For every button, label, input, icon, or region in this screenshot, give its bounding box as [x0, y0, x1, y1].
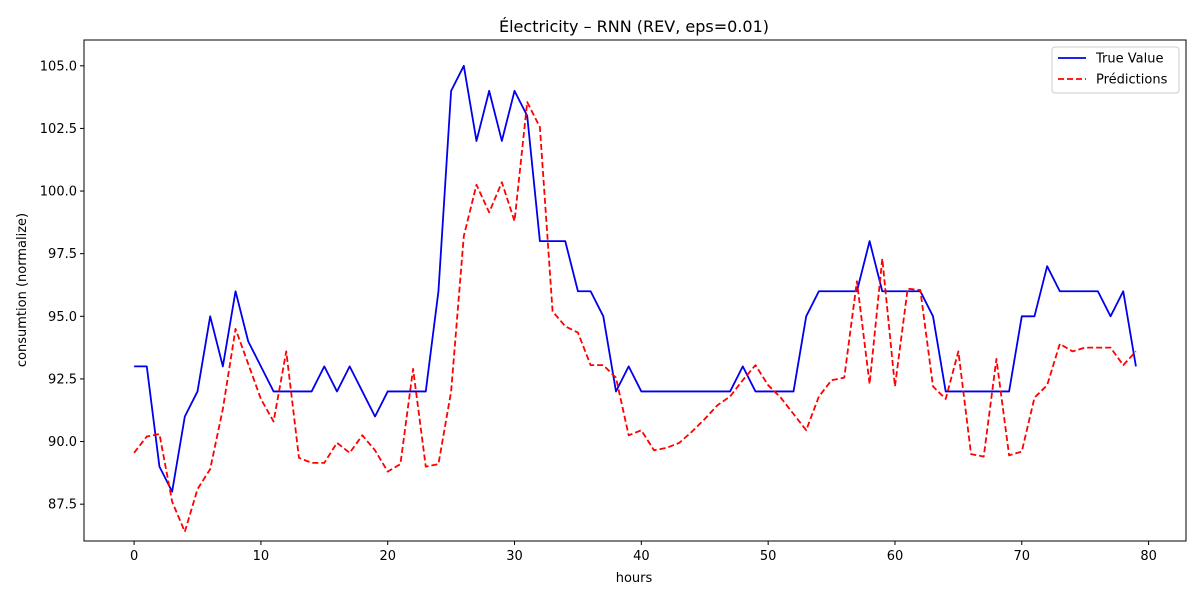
- y-tick-label: 105.0: [40, 59, 77, 74]
- y-tick-label: 100.0: [40, 185, 77, 200]
- x-tick-label: 70: [1014, 549, 1031, 564]
- y-tick-label: 97.5: [48, 247, 77, 262]
- x-tick-label: 80: [1140, 549, 1157, 564]
- y-tick-label: 90.0: [48, 435, 77, 450]
- y-axis-label: consumtion (normalize): [15, 213, 30, 367]
- x-axis-label: hours: [616, 571, 653, 586]
- x-tick-label: 50: [760, 549, 777, 564]
- x-tick-label: 40: [633, 549, 650, 564]
- plot-frame: [83, 39, 1187, 542]
- y-tick-label: 87.5: [48, 498, 77, 513]
- y-axis: 87.5 90.0 92.5 95.0 97.5 100.0 102.5 105.0: [40, 59, 84, 513]
- legend: True Value Prédictions: [1051, 46, 1180, 94]
- x-tick-label: 30: [506, 549, 523, 564]
- series-line-predictions: [133, 101, 1137, 533]
- series-line-true-value: [134, 64, 1137, 493]
- x-axis: 0 10 20 30 40 50 60 70 80: [130, 541, 1157, 564]
- y-tick-label: 102.5: [40, 122, 77, 137]
- x-tick-label: 60: [887, 549, 904, 564]
- y-tick-label: 95.0: [48, 310, 77, 325]
- chart-title: Électricity – RNN (REV, eps=0.01): [499, 17, 769, 36]
- legend-label: True Value: [1095, 52, 1163, 67]
- y-tick-label: 92.5: [48, 372, 77, 387]
- x-tick-label: 20: [379, 549, 396, 564]
- x-tick-label: 0: [130, 549, 138, 564]
- legend-label: Prédictions: [1096, 73, 1168, 88]
- x-tick-label: 10: [253, 549, 270, 564]
- plot-area: [83, 39, 1187, 542]
